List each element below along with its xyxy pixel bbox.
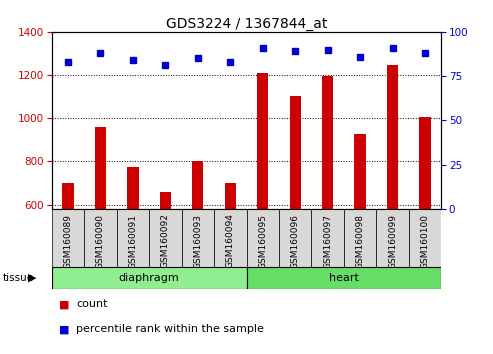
Text: GSM160096: GSM160096 [291,213,300,269]
Text: GSM160098: GSM160098 [355,213,365,269]
Bar [322,76,333,209]
Text: GSM160091: GSM160091 [128,213,138,269]
Text: percentile rank within the sample: percentile rank within the sample [76,324,264,334]
Text: ■: ■ [59,324,70,334]
Bar [52,267,246,289]
Text: GSM160095: GSM160095 [258,213,267,269]
Bar [149,209,181,267]
Bar [289,96,301,209]
Text: GSM160099: GSM160099 [388,213,397,269]
Text: diaphragm: diaphragm [119,273,179,282]
Bar [84,209,117,267]
Bar [214,209,246,267]
Bar [257,73,268,209]
Bar [409,209,441,267]
Text: heart: heart [329,273,359,282]
Bar [420,117,431,209]
Bar [160,192,171,209]
Bar [354,135,366,209]
Title: GDS3224 / 1367844_at: GDS3224 / 1367844_at [166,17,327,31]
Bar [387,65,398,209]
Bar [344,209,376,267]
Text: GSM160093: GSM160093 [193,213,202,269]
Bar [246,209,279,267]
Text: count: count [76,299,108,309]
Bar [246,267,441,289]
Text: GSM160097: GSM160097 [323,213,332,269]
Text: GSM160089: GSM160089 [64,213,72,269]
Bar [192,161,204,209]
Bar [52,209,84,267]
Text: tissue: tissue [2,273,34,282]
Bar [127,167,139,209]
Text: GSM160090: GSM160090 [96,213,105,269]
Bar [117,209,149,267]
Text: GSM160100: GSM160100 [421,213,429,269]
Text: ■: ■ [59,299,70,309]
Bar [225,183,236,209]
Text: GSM160094: GSM160094 [226,213,235,268]
Bar [312,209,344,267]
Bar [181,209,214,267]
Text: ▶: ▶ [28,273,36,282]
Text: GSM160092: GSM160092 [161,213,170,268]
Bar [62,183,73,209]
Bar [279,209,312,267]
Bar [95,127,106,209]
Bar [376,209,409,267]
